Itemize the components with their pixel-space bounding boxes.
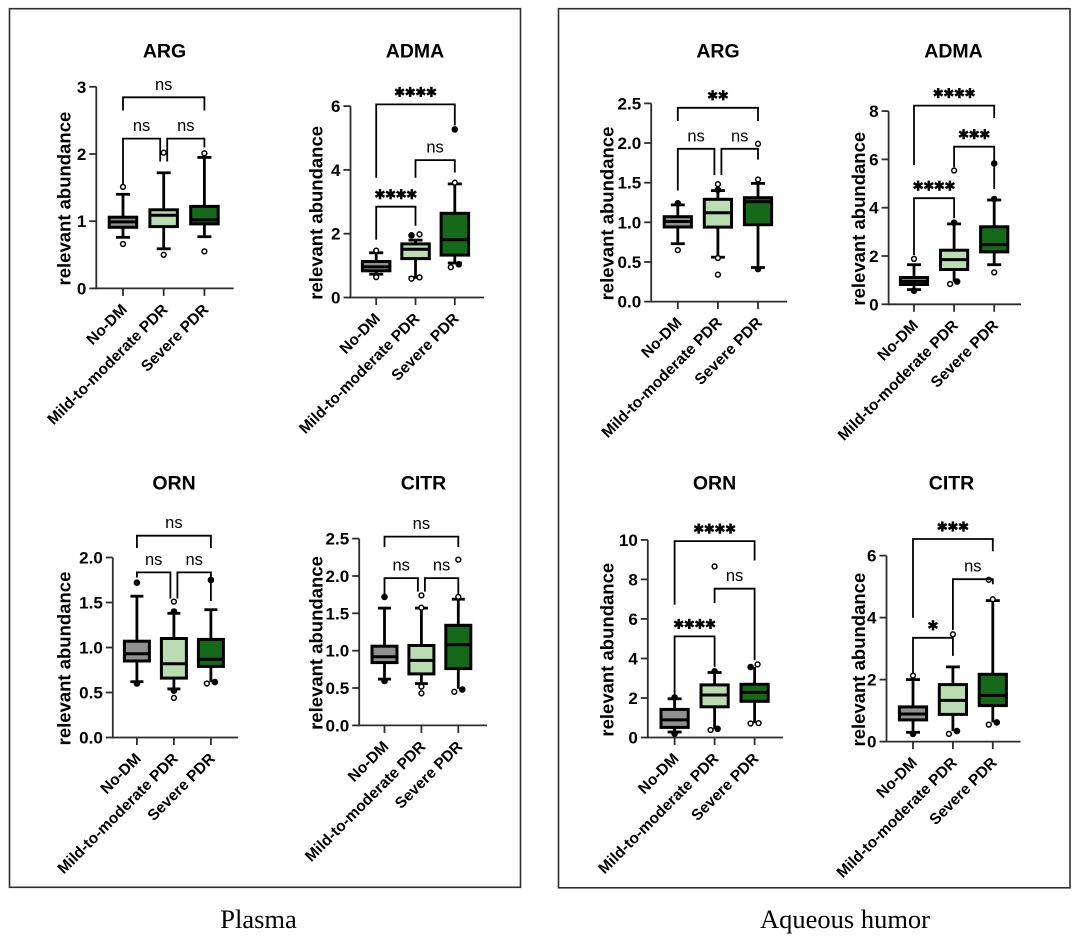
svg-text:ns: ns [133,117,150,135]
svg-text:1.5: 1.5 [618,174,642,193]
svg-text:2: 2 [628,689,637,708]
svg-text:0.0: 0.0 [618,293,642,312]
svg-text:4: 4 [331,161,341,180]
svg-text:ns: ns [433,557,450,575]
svg-text:Plasma: Plasma [220,904,297,934]
svg-text:CITR: CITR [401,473,447,495]
svg-text:ADMA: ADMA [386,41,445,63]
svg-text:4: 4 [867,609,877,628]
svg-text:0.0: 0.0 [79,729,103,748]
svg-text:ns: ns [392,557,409,575]
svg-text:relevant abundance: relevant abundance [306,126,327,300]
svg-text:ORN: ORN [693,473,736,495]
svg-text:ARG: ARG [143,41,186,63]
svg-text:2: 2 [869,247,878,266]
svg-text:ORN: ORN [152,473,195,495]
svg-text:0: 0 [867,733,876,752]
svg-text:2.0: 2.0 [618,134,642,153]
svg-text:ADMA: ADMA [924,41,983,63]
svg-text:3: 3 [77,78,86,97]
svg-text:0.5: 0.5 [326,679,350,698]
svg-text:CITR: CITR [929,473,975,495]
svg-text:ns: ns [413,515,430,533]
svg-text:1.0: 1.0 [326,642,350,661]
svg-text:1.0: 1.0 [79,639,103,658]
svg-text:6: 6 [869,150,878,169]
svg-text:2.0: 2.0 [79,549,103,568]
svg-text:0.0: 0.0 [326,716,350,735]
svg-text:8: 8 [628,570,637,589]
svg-text:relevant abundance: relevant abundance [54,572,75,746]
svg-text:ns: ns [731,127,748,145]
svg-text:0: 0 [77,279,86,298]
svg-text:relevant abundance: relevant abundance [848,573,869,747]
svg-text:ns: ns [145,551,162,569]
svg-text:relevant abundance: relevant abundance [848,132,869,306]
svg-text:ns: ns [426,139,443,157]
svg-text:0: 0 [869,295,878,314]
svg-text:2.5: 2.5 [618,94,642,113]
svg-text:ns: ns [964,558,981,576]
svg-text:relevant abundance: relevant abundance [306,556,327,730]
svg-text:4: 4 [869,199,879,218]
svg-text:10: 10 [619,531,638,550]
svg-text:1.5: 1.5 [79,594,103,613]
svg-text:0.5: 0.5 [618,253,642,272]
svg-text:6: 6 [628,610,637,629]
svg-text:0: 0 [331,289,340,308]
svg-text:relevant abundance: relevant abundance [597,127,618,301]
svg-text:2.0: 2.0 [326,567,350,586]
svg-text:2: 2 [77,145,86,164]
svg-text:ns: ns [155,76,172,94]
svg-text:8: 8 [869,102,878,121]
svg-text:6: 6 [331,97,340,116]
svg-text:1: 1 [77,212,86,231]
svg-text:relevant abundance: relevant abundance [54,112,75,286]
svg-text:ns: ns [726,567,743,585]
svg-text:ns: ns [687,127,704,145]
svg-text:ns: ns [177,117,194,135]
svg-text:2: 2 [331,225,340,244]
svg-text:2.5: 2.5 [326,530,350,549]
svg-text:1.5: 1.5 [326,604,350,623]
svg-text:Aqueous humor: Aqueous humor [760,904,930,934]
svg-text:2: 2 [867,671,876,690]
svg-text:1.0: 1.0 [618,213,642,232]
svg-text:0: 0 [628,729,637,748]
svg-text:ARG: ARG [696,41,739,63]
svg-text:4: 4 [628,650,638,669]
svg-text:ns: ns [185,551,202,569]
svg-text:0.5: 0.5 [79,684,103,703]
svg-text:6: 6 [867,547,876,566]
svg-text:ns: ns [165,514,182,532]
svg-text:relevant abundance: relevant abundance [597,563,618,737]
